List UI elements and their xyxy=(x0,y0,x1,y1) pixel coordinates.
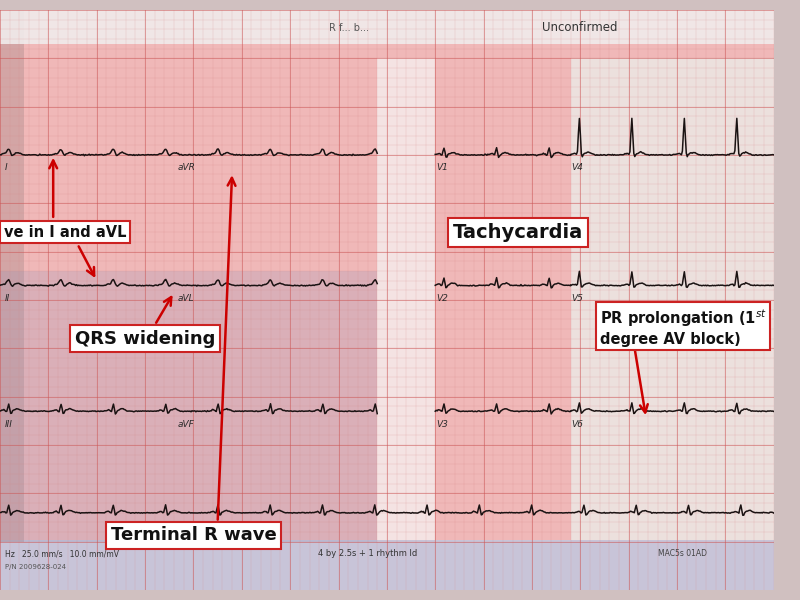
FancyBboxPatch shape xyxy=(0,10,24,542)
Text: aVR: aVR xyxy=(178,163,196,172)
Text: V2: V2 xyxy=(436,294,448,303)
FancyBboxPatch shape xyxy=(378,58,435,542)
Text: V6: V6 xyxy=(572,420,583,429)
Text: V4: V4 xyxy=(572,163,583,172)
Text: 4 by 2.5s + 1 rhythm ld: 4 by 2.5s + 1 rhythm ld xyxy=(318,550,417,559)
Text: P/N 2009628-024: P/N 2009628-024 xyxy=(5,564,66,570)
Text: V1: V1 xyxy=(436,163,448,172)
Text: aVF: aVF xyxy=(178,420,194,429)
FancyBboxPatch shape xyxy=(0,10,774,542)
Text: aVL: aVL xyxy=(178,294,194,303)
Text: V5: V5 xyxy=(572,294,583,303)
Text: QRS widening: QRS widening xyxy=(75,329,215,347)
FancyBboxPatch shape xyxy=(570,58,774,542)
Text: Hz   25.0 mm/s   10.0 mm/mV: Hz 25.0 mm/s 10.0 mm/mV xyxy=(5,550,119,559)
Text: R f... b...: R f... b... xyxy=(329,23,369,33)
FancyBboxPatch shape xyxy=(0,10,774,44)
Text: V3: V3 xyxy=(436,420,448,429)
Text: II: II xyxy=(5,294,10,303)
FancyBboxPatch shape xyxy=(0,540,774,590)
Text: ve in I and aVL: ve in I and aVL xyxy=(4,225,126,240)
Text: PR prolongation (1$^{st}$
degree AV block): PR prolongation (1$^{st}$ degree AV bloc… xyxy=(600,308,766,347)
FancyBboxPatch shape xyxy=(0,271,378,542)
Text: Unconfirmed: Unconfirmed xyxy=(542,21,617,34)
Text: MAC5s 01AD: MAC5s 01AD xyxy=(658,550,706,559)
Text: I: I xyxy=(5,163,7,172)
Text: III: III xyxy=(5,420,13,429)
Text: Terminal R wave: Terminal R wave xyxy=(110,526,276,544)
Text: Tachycardia: Tachycardia xyxy=(453,223,583,242)
